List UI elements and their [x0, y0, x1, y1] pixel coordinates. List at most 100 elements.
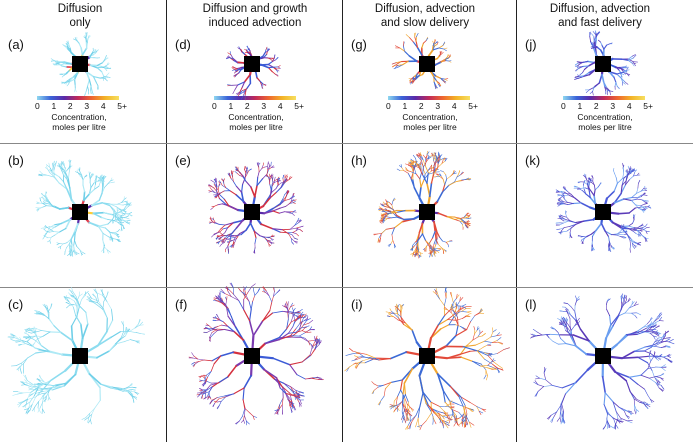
vessel-segment — [282, 229, 290, 235]
vessel-segment — [78, 291, 80, 297]
vessel-segment — [631, 312, 636, 317]
vessel-segment — [40, 344, 51, 352]
vessel-segment — [102, 59, 106, 64]
vessel-segment — [131, 386, 137, 389]
vessel-segment — [281, 181, 284, 188]
tick-label: 4 — [451, 101, 457, 111]
vessel-segment — [235, 219, 244, 229]
vessel-segment — [128, 384, 133, 387]
vessel-segment — [259, 80, 263, 84]
vessel-segment — [576, 61, 581, 63]
vessel-segment — [574, 65, 579, 68]
vessel-segment — [19, 362, 23, 369]
vessel-segment — [442, 178, 446, 186]
vessel-segment — [453, 414, 457, 419]
vessel-segment — [268, 295, 273, 303]
vessel-segment — [474, 340, 485, 346]
vessel-segment — [61, 75, 65, 78]
vessel-segment — [257, 171, 260, 178]
vessel-segment — [442, 41, 445, 46]
vessel-segment — [106, 249, 109, 254]
vessel-segment — [239, 87, 243, 93]
vessel-segment — [95, 50, 97, 54]
vessel-segment — [101, 186, 106, 194]
vessel-segment — [43, 398, 46, 402]
vessel-segment — [16, 366, 20, 371]
vessel-segment — [620, 236, 624, 239]
vessel-segment — [368, 356, 380, 361]
vessel-segment — [60, 243, 64, 247]
vessel-segment — [413, 186, 421, 199]
vessel-segment — [391, 234, 394, 241]
vessel-segment — [106, 291, 109, 297]
vessel-segment — [434, 420, 437, 425]
vessel-segment — [564, 320, 569, 326]
vessel-segment — [216, 193, 221, 197]
vessel-segment — [402, 403, 408, 411]
vessel-segment — [384, 381, 392, 390]
vessel-segment — [436, 173, 440, 175]
vessel-segment — [37, 393, 43, 396]
vessel-segment — [66, 83, 69, 87]
vessel-segment — [616, 71, 624, 75]
vessel-segment — [636, 312, 642, 316]
vessel-segment — [657, 331, 662, 335]
vessel-segment — [624, 230, 627, 232]
vessel-segment — [459, 220, 463, 225]
vessel-segment — [20, 381, 26, 386]
vessel-segment — [636, 172, 640, 176]
vessel-segment — [436, 80, 439, 85]
vessel-segment — [559, 218, 565, 222]
vessel-segment — [66, 45, 69, 50]
vessel-segment — [37, 401, 39, 409]
vessel-segment — [47, 307, 52, 313]
vessel-segment — [224, 222, 234, 226]
vessel-segment — [46, 197, 50, 202]
vessel-segment — [106, 301, 112, 310]
vessel-segment — [273, 287, 275, 292]
vessel-segment — [448, 54, 451, 58]
vessel-segment — [432, 416, 435, 422]
vessel-segment — [618, 307, 622, 317]
vessel-segment — [292, 195, 295, 198]
source-square — [595, 348, 611, 364]
vessel-segment — [25, 401, 31, 406]
vessel-segment — [559, 417, 562, 423]
vessel-segment — [223, 198, 230, 207]
vessel-segment — [114, 209, 118, 215]
vessel-segment — [84, 175, 88, 178]
vessel-segment — [556, 417, 561, 422]
vessel-segment — [253, 290, 256, 296]
vessel-segment — [533, 381, 539, 385]
vessel-segment — [396, 304, 399, 310]
vessel-segment — [415, 157, 417, 164]
header-fast-delivery: Diffusion, advection and fast delivery — [549, 3, 651, 29]
vessel-segment — [289, 227, 297, 230]
vessel-segment — [460, 396, 471, 403]
vessel-segment — [291, 403, 294, 408]
vessel-segment — [421, 42, 424, 49]
vessel-segment — [289, 225, 295, 230]
vessel-segment — [601, 73, 605, 83]
vessel-segment — [421, 233, 427, 242]
vessel-segment — [55, 61, 59, 64]
vessel-segment — [104, 183, 109, 188]
vessel-segment — [274, 409, 280, 411]
vessel-segment — [138, 319, 140, 325]
vessel-segment — [41, 392, 47, 394]
vessel-segment — [578, 66, 584, 69]
vessel-segment — [265, 290, 270, 296]
vessel-segment — [380, 214, 385, 216]
vessel-segment — [118, 389, 124, 392]
vessel-segment — [569, 227, 572, 233]
vessel-segment — [606, 420, 611, 427]
vessel-segment — [60, 218, 72, 225]
vessel-segment — [235, 185, 243, 193]
header-growth-advection: Diffusion and growth induced advection — [202, 3, 308, 29]
vessel-segment — [55, 62, 60, 65]
vessel-segment — [589, 189, 595, 197]
vessel-segment — [570, 306, 576, 312]
vessel-segment — [96, 350, 110, 359]
vessel-segment — [477, 350, 485, 353]
colorbar — [388, 96, 470, 100]
